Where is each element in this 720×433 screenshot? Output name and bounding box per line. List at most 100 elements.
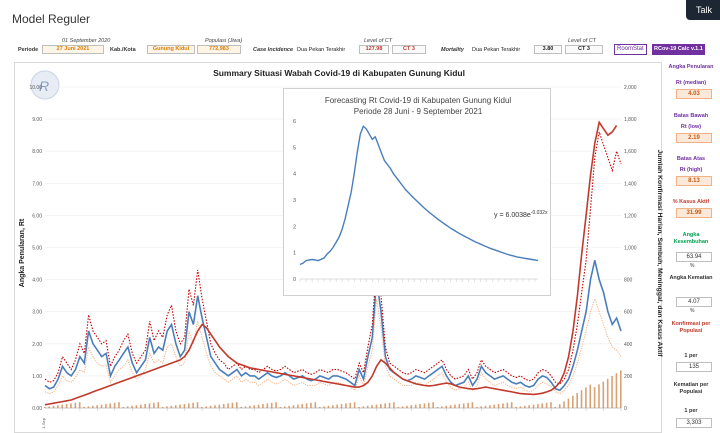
series-line-kasus-aktif: [44, 120, 618, 406]
period-label: Periode: [18, 47, 39, 53]
daily-bar: [231, 402, 234, 408]
daily-bar: [467, 402, 469, 408]
forecast-y-tick: 5: [293, 145, 296, 151]
y2-tick-label: 2,000: [624, 85, 637, 91]
daily-bar: [301, 404, 304, 408]
page-title: Model Reguler: [12, 12, 91, 26]
ci-value[interactable]: 127.98: [359, 45, 389, 54]
y-tick-label: 0.00: [32, 406, 42, 412]
dead-title: Kematian per Populasi: [673, 382, 709, 395]
daily-bar: [410, 405, 413, 408]
daily-bar: [92, 405, 94, 408]
y2-tick-label: 200: [624, 374, 633, 380]
dead-value: 3,303: [676, 418, 712, 428]
kab-value[interactable]: Gunung Kidul: [147, 45, 195, 54]
daily-bar: [135, 405, 138, 408]
daily-bar: [572, 395, 574, 408]
daily-bar: [593, 387, 596, 408]
y2-tick-label: 1,000: [624, 246, 637, 252]
daily-bar: [476, 407, 478, 408]
daily-bar: [297, 404, 299, 408]
period-value[interactable]: 27 Juni 2021: [42, 45, 104, 54]
svg-text:R: R: [39, 78, 49, 94]
active-value: 31.99: [676, 208, 712, 218]
y-tick-label: 4.00: [32, 278, 42, 284]
y2-axis-label: Jumlah Konfirmasi Harian, Sembuh, Mening…: [656, 149, 663, 357]
dead-unit: 1 per: [684, 408, 698, 414]
daily-bar: [375, 404, 378, 408]
daily-bar: [205, 406, 208, 408]
daily-bar: [236, 402, 238, 408]
daily-bar: [462, 403, 465, 408]
daily-bar: [240, 407, 242, 408]
daily-bar: [257, 404, 260, 408]
daily-bar: [74, 402, 77, 408]
daily-bar: [414, 404, 417, 408]
daily-bar: [380, 404, 382, 408]
y2-tick-label: 600: [624, 310, 633, 316]
mort-level[interactable]: CT 3: [565, 45, 603, 54]
daily-bar: [126, 406, 129, 408]
daily-bar: [214, 405, 216, 408]
main-chart-title: Summary Situasi Wabah Covid-19 di Kabupa…: [213, 68, 465, 78]
daily-bar: [423, 403, 426, 408]
rt-median-value: 4.03: [676, 89, 712, 99]
ci-sub: Dua Pekan Terakhir: [297, 47, 346, 53]
daily-bar: [292, 405, 295, 408]
kab-label: Kab./Kota: [110, 47, 136, 53]
daily-bar: [432, 402, 434, 408]
y2-tick-label: 1,600: [624, 149, 637, 155]
rt-high-label: Rt (high): [679, 167, 703, 173]
population-value[interactable]: 772,983: [197, 45, 241, 54]
daily-bar: [620, 370, 622, 408]
daily-bar: [502, 403, 504, 408]
forecast-subtitle: Periode 28 Juni - 9 September 2021: [354, 107, 483, 116]
death-title: Angka Kematian: [669, 275, 713, 281]
forecast-line: [299, 125, 539, 266]
daily-bar: [192, 402, 194, 408]
daily-bar: [96, 405, 98, 408]
daily-bar: [371, 405, 373, 408]
daily-bar: [61, 404, 64, 408]
roomstat-badge[interactable]: RoomStat: [614, 44, 647, 55]
recovery-value: 63.94: [676, 252, 712, 262]
daily-bar: [419, 404, 421, 408]
y-tick-label: 5.00: [32, 246, 42, 252]
period-note: 01 September 2020: [62, 38, 111, 44]
daily-bar: [401, 406, 404, 408]
daily-bar: [611, 376, 613, 408]
daily-bar: [284, 406, 286, 408]
daily-bar: [270, 402, 273, 408]
ci-level[interactable]: CT 3: [392, 45, 426, 54]
daily-bar: [384, 403, 386, 408]
daily-bar: [166, 406, 168, 408]
mort-value[interactable]: 3.80: [534, 45, 562, 54]
rt-low-value: 2.19: [676, 133, 712, 143]
daily-bar: [288, 405, 290, 408]
talk-button[interactable]: Talk: [686, 0, 720, 20]
mort-sub: Dua Pekan Terakhir: [472, 47, 521, 53]
y-tick-label: 7.00: [32, 181, 42, 187]
daily-bar: [353, 402, 356, 408]
daily-bar: [602, 381, 605, 408]
daily-bar: [327, 405, 330, 408]
daily-bar: [87, 406, 90, 408]
daily-bar: [349, 402, 352, 408]
daily-bar: [122, 407, 125, 408]
daily-bar: [332, 405, 334, 408]
daily-bar: [279, 407, 282, 408]
ci-note: Level of CT: [364, 38, 393, 44]
daily-bar: [100, 404, 103, 408]
forecast-y-tick: 6: [293, 119, 296, 125]
daily-bar: [253, 405, 256, 408]
daily-bar: [576, 393, 578, 408]
conf-title: Konfirmasi per Populasi: [671, 321, 711, 334]
daily-bar: [506, 402, 509, 408]
daily-bar: [585, 387, 587, 408]
mort-note: Level of CT: [568, 38, 597, 44]
population-note: Populasi (Jiwa): [205, 38, 243, 44]
daily-bar: [340, 404, 343, 408]
daily-bar: [170, 405, 173, 408]
forecast-y-tick: 0: [293, 277, 296, 283]
daily-bar: [484, 405, 487, 408]
